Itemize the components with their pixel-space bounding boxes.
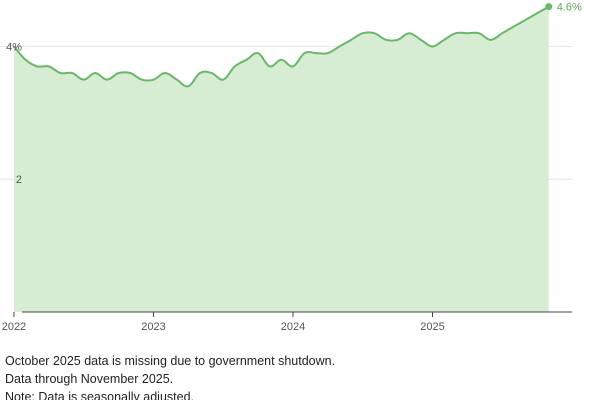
y-tick-label-1: 2 xyxy=(16,174,22,186)
end-value-label: 4.6% xyxy=(557,2,582,14)
x-tick-label-3: 2025 xyxy=(420,321,444,333)
x-axis-ticks: 2022 2023 2024 2025 xyxy=(2,312,445,333)
x-tick-label-1: 2023 xyxy=(141,321,165,333)
series-area xyxy=(13,6,549,312)
x-tick-label-0: 2022 xyxy=(2,321,26,333)
chart-notes: October 2025 data is missing due to gove… xyxy=(5,352,595,400)
x-tick-label-2: 2024 xyxy=(281,321,305,333)
y-axis-ticks: 4% 2 xyxy=(6,41,22,186)
note-data-through: Data through November 2025. xyxy=(5,372,174,386)
y-tick-label-0: 4% xyxy=(6,41,22,53)
note-seasonal: Note: Data is seasonally adjusted. xyxy=(5,390,194,400)
note-shutdown: October 2025 data is missing due to gove… xyxy=(5,354,336,368)
series-line xyxy=(13,5,550,88)
unemployment-chart: 4% 2 2022 2023 2024 2025 4.6% xyxy=(0,2,582,333)
end-point-marker xyxy=(545,3,553,11)
